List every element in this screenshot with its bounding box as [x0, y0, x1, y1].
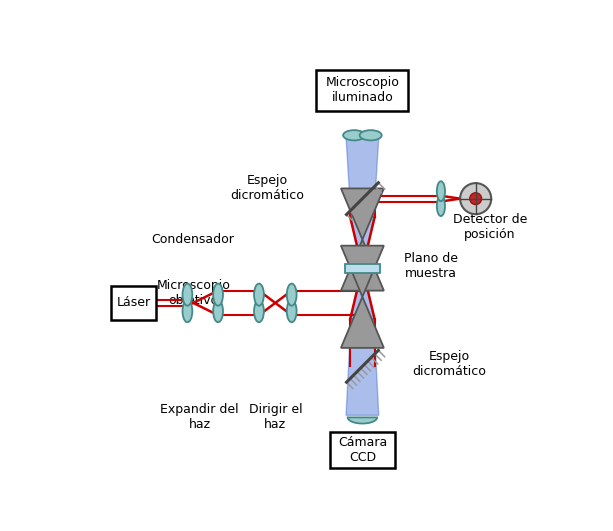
- Text: Detector de
posición: Detector de posición: [453, 213, 527, 241]
- Ellipse shape: [213, 284, 223, 306]
- Text: Espejo
dicromático: Espejo dicromático: [413, 350, 486, 378]
- FancyBboxPatch shape: [316, 70, 408, 111]
- Ellipse shape: [360, 130, 382, 140]
- Ellipse shape: [287, 300, 297, 322]
- Polygon shape: [346, 138, 379, 217]
- Text: Microscopio
iluminado: Microscopio iluminado: [326, 76, 399, 104]
- Text: Condensador: Condensador: [151, 233, 234, 246]
- Ellipse shape: [343, 130, 365, 140]
- Text: Plano de
muestra: Plano de muestra: [404, 252, 458, 280]
- FancyBboxPatch shape: [330, 432, 395, 468]
- Polygon shape: [341, 297, 384, 348]
- Polygon shape: [341, 246, 384, 297]
- FancyBboxPatch shape: [345, 264, 380, 272]
- Polygon shape: [348, 417, 377, 424]
- Ellipse shape: [437, 181, 445, 201]
- Text: Expandir del
haz: Expandir del haz: [161, 404, 239, 431]
- Ellipse shape: [287, 284, 297, 306]
- Ellipse shape: [437, 196, 445, 216]
- FancyBboxPatch shape: [111, 286, 156, 320]
- Text: Dirigir el
haz: Dirigir el haz: [248, 404, 302, 431]
- Ellipse shape: [213, 300, 223, 322]
- Text: Espejo
dicromático: Espejo dicromático: [230, 174, 304, 202]
- Polygon shape: [341, 239, 384, 290]
- Polygon shape: [351, 268, 374, 319]
- Circle shape: [470, 193, 482, 204]
- Polygon shape: [351, 217, 374, 268]
- Ellipse shape: [183, 300, 192, 322]
- Circle shape: [460, 183, 491, 214]
- Polygon shape: [346, 319, 379, 415]
- Ellipse shape: [254, 300, 264, 322]
- Text: Láser: Láser: [116, 296, 151, 310]
- Ellipse shape: [254, 284, 264, 306]
- Text: Cámara
CCD: Cámara CCD: [338, 436, 387, 464]
- Polygon shape: [341, 189, 384, 239]
- Ellipse shape: [183, 284, 192, 306]
- Text: Microscopio
objetivo: Microscopio objetivo: [156, 279, 230, 307]
